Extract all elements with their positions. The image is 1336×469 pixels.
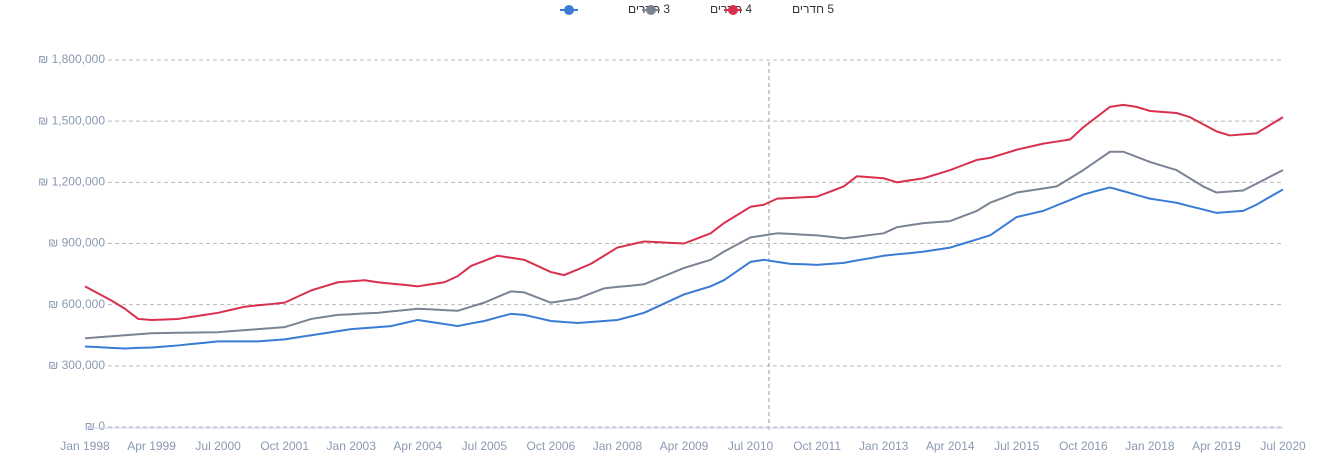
legend-marker xyxy=(646,5,656,15)
legend: 3 חדרים4 חדרים5 חדרים xyxy=(560,2,834,16)
x-tick-label: Apr 2019 xyxy=(1192,439,1241,453)
y-tick-label: ₪ 0 xyxy=(85,419,106,433)
x-tick-label: Apr 2004 xyxy=(393,439,442,453)
legend-label: 5 חדרים xyxy=(792,2,834,16)
x-tick-label: Apr 1999 xyxy=(127,439,176,453)
x-tick-label: Oct 2011 xyxy=(793,439,841,453)
x-tick-label: Jul 2015 xyxy=(994,439,1040,453)
x-tick-label: Jul 2000 xyxy=(195,439,241,453)
series-line xyxy=(84,150,1284,340)
y-tick-label: ₪ 900,000 xyxy=(48,236,105,250)
y-tick-label: ₪ 600,000 xyxy=(48,297,105,311)
x-tick-label: Oct 2006 xyxy=(527,439,576,453)
series-line xyxy=(84,103,1284,321)
y-tick-label: ₪ 1,500,000 xyxy=(38,113,105,127)
series-line xyxy=(84,186,1284,350)
x-tick-label: Jan 2013 xyxy=(859,439,909,453)
legend-marker xyxy=(564,5,574,15)
x-tick-label: Jan 2008 xyxy=(593,439,643,453)
legend-marker xyxy=(728,5,738,15)
x-tick-label: Jan 1998 xyxy=(60,439,110,453)
x-tick-label: Jul 2020 xyxy=(1260,439,1306,453)
x-tick-label: Oct 2016 xyxy=(1059,439,1108,453)
x-tick-label: Jul 2005 xyxy=(462,439,508,453)
x-tick-label: Jan 2018 xyxy=(1125,439,1175,453)
x-tick-label: Apr 2014 xyxy=(926,439,975,453)
y-tick-label: ₪ 1,200,000 xyxy=(38,175,105,189)
x-tick-label: Jul 2010 xyxy=(728,439,774,453)
x-tick-label: Jan 2003 xyxy=(327,439,377,453)
y-tick-label: ₪ 300,000 xyxy=(48,358,105,372)
x-tick-label: Oct 2001 xyxy=(260,439,309,453)
y-tick-label: ₪ 1,800,000 xyxy=(38,52,105,66)
x-tick-label: Apr 2009 xyxy=(660,439,709,453)
